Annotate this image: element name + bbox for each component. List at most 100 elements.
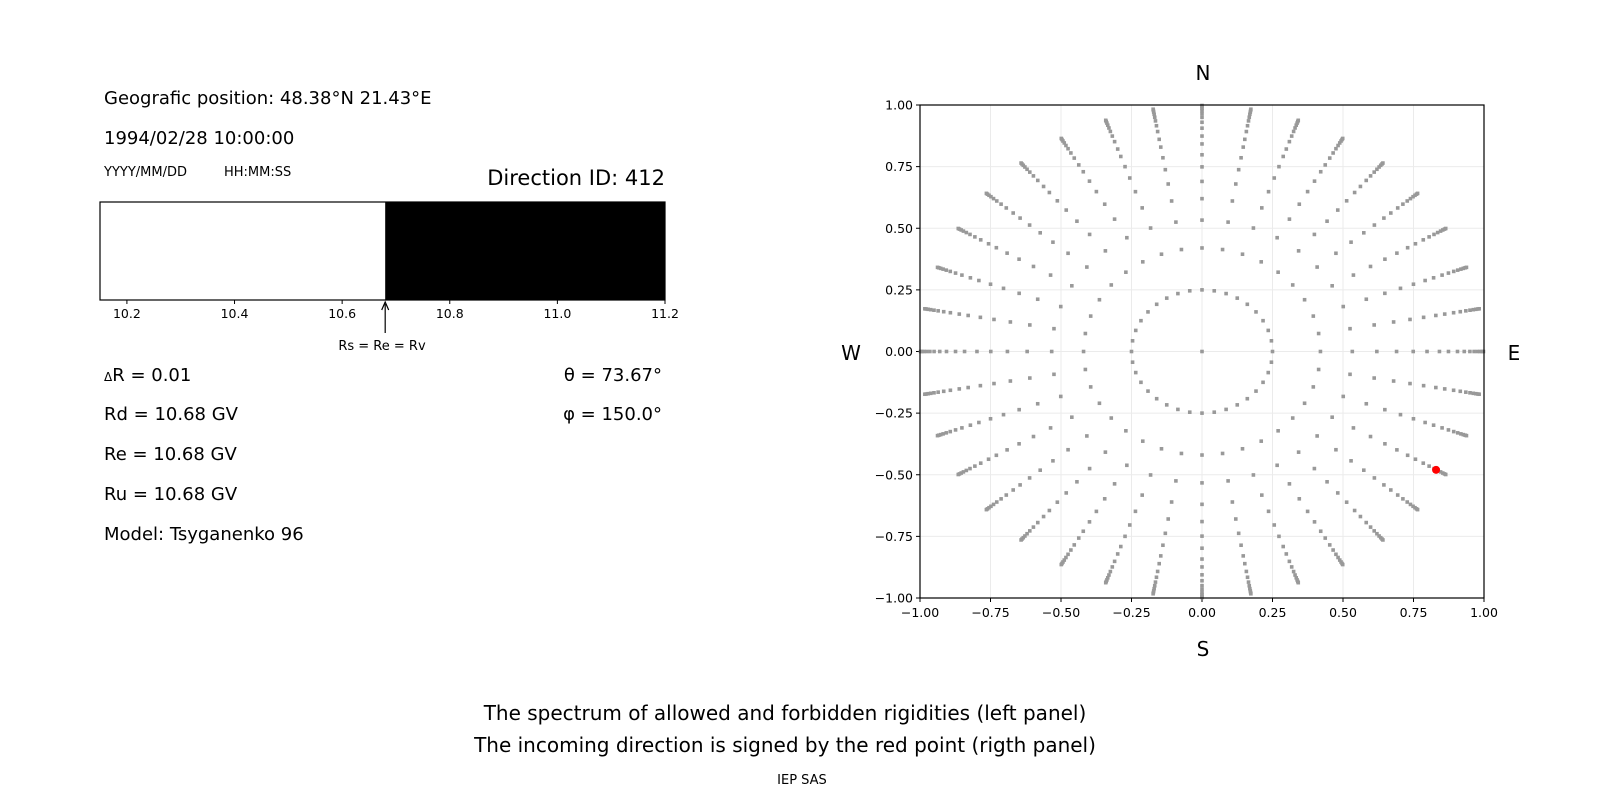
grid-point <box>1364 401 1369 406</box>
grid-point <box>1066 251 1070 256</box>
y-tick-label: 0.00 <box>885 344 913 359</box>
grid-point <box>1375 531 1379 536</box>
grid-point <box>1200 590 1204 595</box>
grid-point <box>991 502 996 507</box>
grid-point <box>1200 519 1204 524</box>
grid-point <box>1048 273 1053 277</box>
grid-point <box>1423 420 1427 425</box>
x-tick-label: −0.25 <box>1112 605 1150 620</box>
grid-point <box>1272 176 1277 180</box>
grid-point <box>1272 523 1277 527</box>
grid-point <box>1055 500 1060 504</box>
grid-point <box>1331 151 1335 155</box>
grid-point <box>953 428 958 432</box>
grid-point <box>1311 385 1316 389</box>
grid-point <box>922 349 926 354</box>
grid-point <box>1401 497 1405 501</box>
grid-point <box>966 385 970 390</box>
grid-point <box>1102 202 1107 207</box>
grid-point <box>1335 491 1340 495</box>
grid-point <box>1140 439 1145 443</box>
compass-east: E <box>1508 341 1521 365</box>
grid-point <box>1176 407 1180 412</box>
grid-point <box>1302 401 1307 406</box>
grid-point <box>1451 388 1456 393</box>
grid-point <box>1247 583 1252 588</box>
grid-point <box>1246 119 1251 123</box>
grid-point <box>1434 313 1438 318</box>
grid-point <box>1125 235 1129 240</box>
grid-point <box>1200 481 1204 485</box>
grid-point <box>1200 196 1204 201</box>
grid-point <box>1318 169 1323 174</box>
grid-point <box>1085 434 1089 438</box>
grid-point <box>1305 189 1310 194</box>
grid-point <box>1118 154 1123 159</box>
grid-point <box>1446 349 1451 354</box>
grid-point <box>1383 407 1387 412</box>
spectrum-segment-allowed <box>100 202 386 300</box>
grid-point <box>1368 264 1373 269</box>
grid-point <box>1254 389 1258 393</box>
grid-point <box>1240 446 1245 451</box>
grid-point <box>1382 216 1386 220</box>
compass-south: S <box>1197 637 1210 661</box>
grid-point <box>1047 508 1052 513</box>
grid-point <box>1236 531 1241 536</box>
grid-point <box>1337 141 1342 145</box>
grid-point <box>1174 479 1178 483</box>
grid-point <box>1413 241 1418 246</box>
grid-point <box>1330 415 1334 419</box>
grid-point <box>1382 483 1386 487</box>
grid-point <box>1157 137 1162 142</box>
grid-point <box>1028 323 1032 327</box>
grid-point <box>1200 120 1204 125</box>
grid-point <box>1351 273 1356 277</box>
grid-point <box>1337 558 1342 562</box>
grid-point <box>1281 544 1286 549</box>
grid-point <box>1451 269 1456 274</box>
grid-point <box>1455 268 1460 272</box>
grid-point <box>1200 534 1204 538</box>
grid-point <box>1200 557 1204 561</box>
grid-point <box>1261 318 1265 323</box>
grid-point <box>1443 226 1448 231</box>
grid-point <box>989 504 993 509</box>
grid-point <box>1372 223 1377 227</box>
grid-point <box>1327 156 1332 160</box>
grid-point <box>992 317 996 322</box>
grid-point <box>1287 139 1292 144</box>
grid-point <box>1087 466 1092 471</box>
grid-point <box>999 497 1003 501</box>
grid-point <box>1097 401 1102 406</box>
grid-point <box>1112 217 1117 221</box>
grid-point <box>1405 245 1410 250</box>
grid-point <box>1296 118 1301 123</box>
grid-point <box>1421 383 1426 388</box>
grid-point <box>957 387 962 391</box>
grid-point <box>926 391 930 396</box>
grid-point <box>1226 220 1230 224</box>
grid-point <box>1340 562 1345 567</box>
grid-point <box>966 313 970 318</box>
grid-point <box>1401 202 1405 206</box>
grid-point <box>1462 349 1467 354</box>
grid-point <box>1408 196 1413 201</box>
grid-point <box>1069 151 1073 155</box>
grid-point <box>1464 433 1469 438</box>
grid-point <box>1212 289 1217 293</box>
x-tick-label: −1.00 <box>901 605 939 620</box>
grid-point <box>1081 169 1086 174</box>
grid-point <box>1083 367 1088 372</box>
grid-point <box>986 241 991 246</box>
credit: IEP SAS <box>777 773 827 788</box>
datetime: 1994/02/28 10:00:00 <box>104 128 294 149</box>
grid-point <box>973 235 977 239</box>
grid-point <box>988 416 993 421</box>
grid-point <box>1064 555 1068 560</box>
ru-value: Ru = 10.68 GV <box>104 484 238 505</box>
grid-point <box>1344 199 1349 203</box>
grid-point <box>1179 247 1184 252</box>
grid-point <box>1212 410 1217 414</box>
grid-point <box>1127 176 1132 180</box>
